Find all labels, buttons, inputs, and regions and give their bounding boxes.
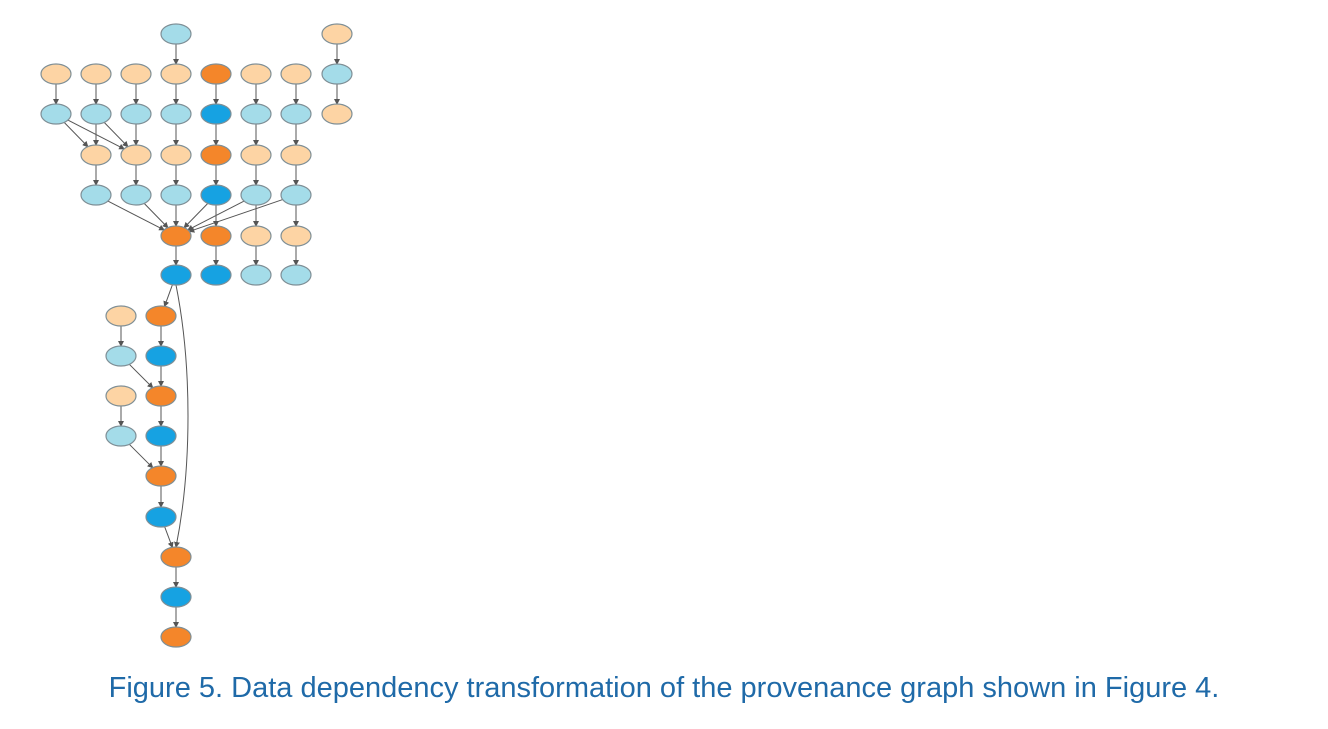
node-b6 bbox=[280, 103, 312, 125]
node-c4 bbox=[200, 144, 232, 166]
node-d6 bbox=[280, 184, 312, 206]
node-l1 bbox=[145, 506, 177, 528]
node-t1 bbox=[321, 23, 353, 45]
node-d4 bbox=[200, 184, 232, 206]
node-b1 bbox=[80, 103, 112, 125]
node-i0 bbox=[105, 385, 137, 407]
node-a1 bbox=[80, 63, 112, 85]
edge-h0-i1 bbox=[128, 363, 154, 389]
node-a5 bbox=[240, 63, 272, 85]
node-c2 bbox=[120, 144, 152, 166]
node-h1 bbox=[145, 345, 177, 367]
figure-caption: Figure 5. Data dependency transformation… bbox=[108, 672, 1220, 704]
node-g1 bbox=[145, 305, 177, 327]
node-f3 bbox=[160, 264, 192, 286]
edge-f3-g1 bbox=[163, 284, 173, 308]
node-j0 bbox=[105, 425, 137, 447]
node-j1 bbox=[145, 425, 177, 447]
node-d1 bbox=[80, 184, 112, 206]
node-g0 bbox=[105, 305, 137, 327]
nodes-layer bbox=[40, 23, 353, 648]
edge-b1-c2 bbox=[103, 122, 129, 148]
edge-l1-m1 bbox=[164, 526, 174, 549]
node-b5 bbox=[240, 103, 272, 125]
node-o1 bbox=[160, 626, 192, 648]
edge-d6-e3 bbox=[188, 199, 283, 233]
node-a7 bbox=[321, 63, 353, 85]
edges-layer bbox=[53, 44, 340, 628]
node-c6 bbox=[280, 144, 312, 166]
edge-d4-e3 bbox=[183, 203, 209, 229]
edge-b0-c1 bbox=[63, 122, 89, 148]
node-b4 bbox=[200, 103, 232, 125]
node-e4 bbox=[200, 225, 232, 247]
node-b7 bbox=[321, 103, 353, 125]
node-m1 bbox=[160, 546, 192, 568]
node-a3 bbox=[160, 63, 192, 85]
node-i1 bbox=[145, 385, 177, 407]
node-k1 bbox=[145, 465, 177, 487]
node-b3 bbox=[160, 103, 192, 125]
node-t0 bbox=[160, 23, 192, 45]
node-c1 bbox=[80, 144, 112, 166]
node-d2 bbox=[120, 184, 152, 206]
edge-d1-e3 bbox=[107, 200, 165, 231]
node-b0 bbox=[40, 103, 72, 125]
node-c3 bbox=[160, 144, 192, 166]
node-b2 bbox=[120, 103, 152, 125]
node-a4 bbox=[200, 63, 232, 85]
node-c5 bbox=[240, 144, 272, 166]
node-a0 bbox=[40, 63, 72, 85]
node-n1 bbox=[160, 586, 192, 608]
node-f6 bbox=[280, 264, 312, 286]
edge-f3-m1 bbox=[174, 284, 189, 548]
node-e3 bbox=[160, 225, 192, 247]
node-d5 bbox=[240, 184, 272, 206]
node-e5 bbox=[240, 225, 272, 247]
node-a2 bbox=[120, 63, 152, 85]
node-f4 bbox=[200, 264, 232, 286]
node-a6 bbox=[280, 63, 312, 85]
node-d3 bbox=[160, 184, 192, 206]
edge-d2-e3 bbox=[143, 203, 169, 229]
node-f5 bbox=[240, 264, 272, 286]
node-h0 bbox=[105, 345, 137, 367]
node-e6 bbox=[280, 225, 312, 247]
edge-j0-k1 bbox=[128, 443, 154, 469]
